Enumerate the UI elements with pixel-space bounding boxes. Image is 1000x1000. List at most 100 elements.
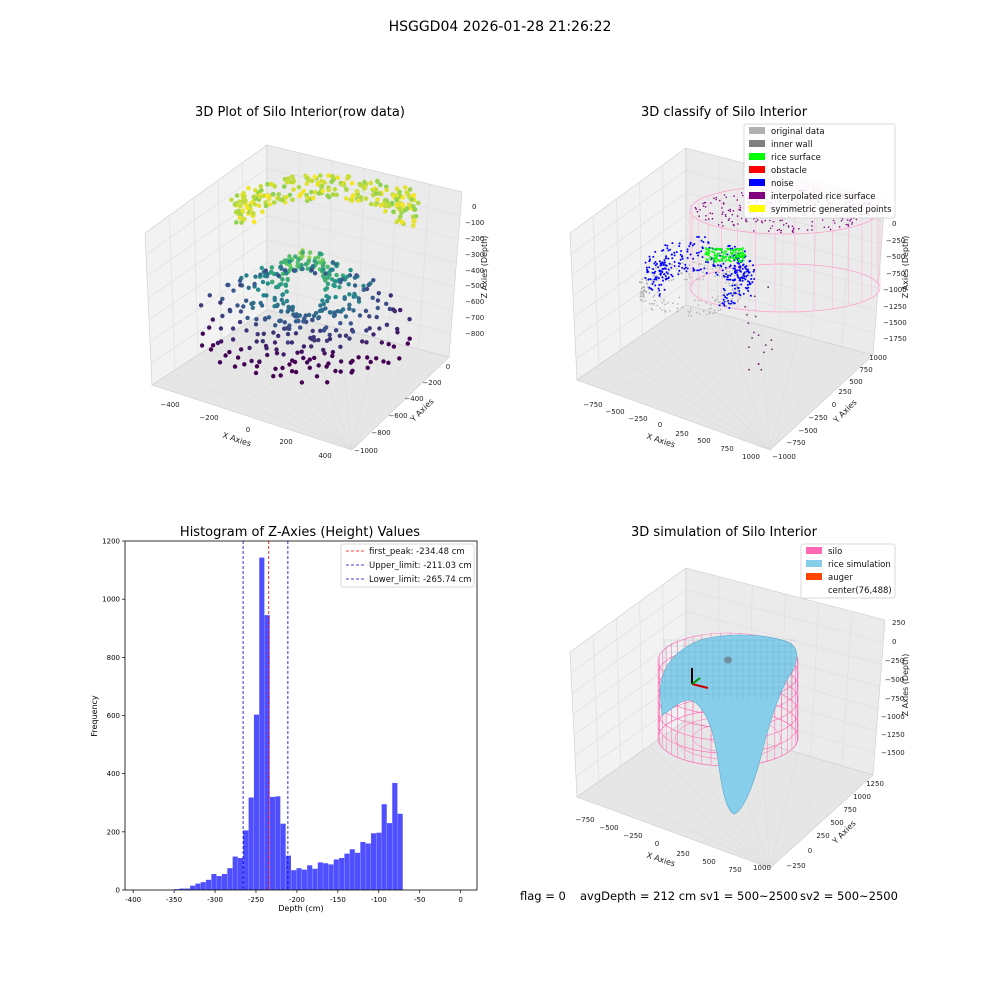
gridline: [573, 237, 687, 318]
obstacle-point: [746, 313, 748, 316]
interpolated-rice-point: [739, 204, 741, 207]
obstacle-point: [757, 334, 760, 336]
raw-point: [280, 277, 285, 282]
raw-point: [237, 215, 243, 221]
raw-point: [349, 180, 355, 186]
original-data-point: [700, 299, 702, 302]
gridline: [217, 180, 222, 341]
noise-point: [663, 288, 666, 291]
noise-point: [656, 276, 658, 279]
histogram-x-tick-label: -400: [125, 896, 141, 904]
raw-point: [280, 292, 286, 297]
gridline: [685, 589, 884, 643]
noise-point: [648, 266, 651, 269]
raw-point: [297, 193, 302, 199]
original-data-point: [656, 304, 658, 307]
raw-point: [338, 344, 343, 349]
raw-point: [364, 328, 369, 333]
noise-point: [686, 250, 689, 253]
gridline: [685, 214, 880, 267]
gridline: [616, 198, 621, 351]
raw-point: [280, 365, 285, 371]
raw-point: [258, 272, 263, 277]
raw-point: [323, 271, 328, 276]
raw-point: [284, 289, 289, 294]
raw-point: [326, 187, 332, 193]
interpolated-rice-point: [851, 221, 854, 224]
noise-point: [748, 283, 751, 286]
noise-point: [729, 278, 732, 281]
noise-point: [664, 244, 667, 247]
original-data-point: [672, 302, 674, 305]
raw-point: [245, 315, 250, 321]
noise-point: [722, 262, 725, 265]
interpolated-rice-point: [851, 223, 853, 225]
histogram-bar: [349, 849, 355, 890]
classify-z-tick: −1000: [883, 286, 907, 294]
noise-point: [671, 257, 674, 260]
original-data-point: [696, 278, 698, 280]
raw-point: [316, 337, 321, 343]
original-data-point: [640, 281, 642, 284]
original-data-point: [689, 307, 692, 310]
raw-point: [285, 309, 290, 314]
original-data-point: [712, 312, 714, 315]
raw-point: [237, 319, 243, 325]
raw-point: [290, 197, 295, 203]
rice-surface-point: [715, 260, 718, 263]
noise-point: [730, 300, 733, 303]
classify-y-tick: 750: [859, 366, 872, 374]
noise-point: [686, 248, 689, 251]
histogram-x-axis-label: Depth (cm): [278, 904, 323, 913]
histogram-x-tick-label: -100: [371, 896, 387, 904]
status-footer: flag = 0 avgDepth = 212 cm sv1 = 500~250…: [520, 889, 898, 903]
original-data-point: [738, 283, 741, 286]
histogram-y-tick-label: 1200: [102, 538, 120, 546]
noise-point: [736, 275, 739, 278]
rice-surface-point: [710, 247, 713, 250]
raw-point: [283, 268, 288, 273]
noise-point: [752, 270, 755, 273]
rice-surface-point: [741, 247, 744, 250]
simulation-z-tick: 250: [892, 619, 905, 627]
rice-surface-point: [740, 248, 743, 251]
noise-point: [658, 294, 661, 297]
raw-point: [304, 181, 310, 186]
noise-point: [677, 273, 680, 276]
raw-point: [373, 202, 378, 207]
raw-point: [363, 196, 369, 201]
raw-point: [257, 359, 262, 364]
raw-x-tick: 200: [279, 438, 292, 446]
original-data-point: [706, 267, 708, 270]
raw-point: [337, 333, 342, 338]
interpolated-rice-point: [832, 219, 835, 222]
original-data-point: [642, 300, 644, 303]
gridline: [616, 618, 621, 767]
raw-point: [411, 193, 417, 198]
rice-surface-point: [732, 249, 735, 252]
noise-point: [666, 272, 669, 275]
simulation-x-tick: 750: [728, 866, 741, 874]
raw-point: [316, 191, 322, 196]
interpolated-rice-point: [740, 192, 743, 194]
rice-surface-point: [724, 256, 727, 259]
noise-point: [673, 251, 676, 254]
interpolated-rice-point: [850, 218, 852, 221]
raw-z-tick: −300: [465, 251, 484, 259]
noise-point: [701, 256, 704, 259]
interpolated-rice-point: [696, 210, 699, 213]
gridline: [147, 215, 268, 299]
gridline: [639, 601, 643, 751]
original-data-point: [663, 299, 665, 302]
raw-point: [338, 369, 343, 374]
original-data-point: [670, 279, 673, 282]
noise-point: [702, 241, 705, 243]
rice-surface-point: [728, 255, 731, 258]
raw-point: [285, 276, 290, 282]
noise-point: [664, 264, 667, 267]
classify-legend-swatch: [749, 192, 765, 199]
gridline: [649, 745, 771, 869]
histogram-bar: [317, 862, 323, 890]
raw-point: [321, 301, 326, 307]
gridline: [145, 168, 268, 255]
